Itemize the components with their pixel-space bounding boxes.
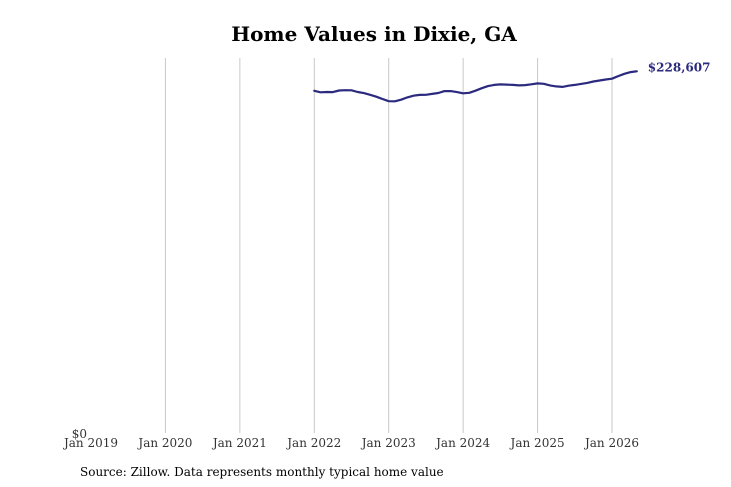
labels: $0 $228,607 Jan 2019 Jan 2020 Jan 2021 Jan … <box>62 60 710 450</box>
x-tick-label: Jan 2024 <box>434 436 490 450</box>
source-note: Source: Zillow. Data represents monthly … <box>80 465 444 479</box>
x-tick-label: Jan 2020 <box>136 436 192 450</box>
end-value-label: $228,607 <box>648 60 711 74</box>
x-tick-label: Jan 2023 <box>360 436 416 450</box>
home-value-line <box>313 70 638 103</box>
gridlines <box>164 58 613 433</box>
x-tick-label: Jan 2026 <box>583 436 639 450</box>
x-tick-label: Jan 2019 <box>62 436 118 450</box>
x-tick-label: Jan 2022 <box>285 436 341 450</box>
x-tick-label: Jan 2021 <box>211 436 267 450</box>
series-layer <box>313 70 638 103</box>
chart-title: Home Values in Dixie, GA <box>231 22 517 46</box>
y-tick-label: $0 <box>72 427 87 441</box>
x-tick-label: Jan 2025 <box>509 436 565 450</box>
